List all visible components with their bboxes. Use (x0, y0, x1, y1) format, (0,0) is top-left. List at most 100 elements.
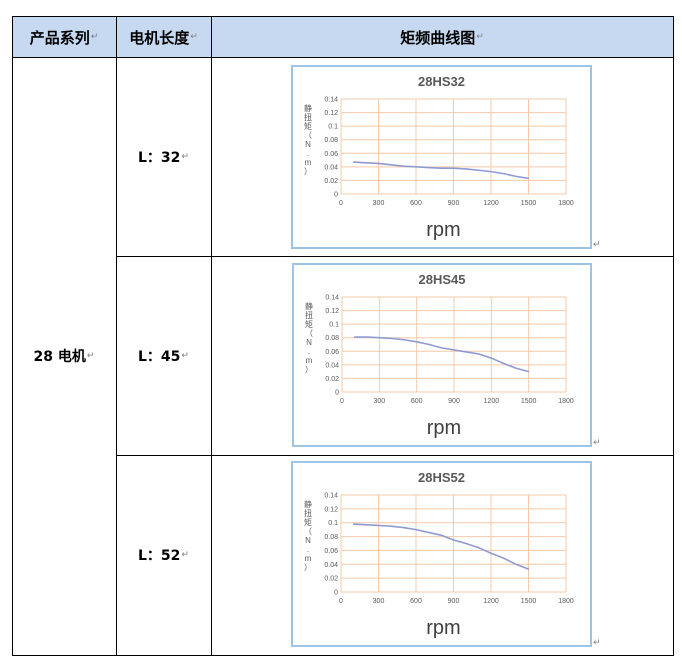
x-tick-label: 600 (410, 598, 422, 605)
header-torque-curve: 矩频曲线图 ↵ (211, 17, 673, 57)
data-point (440, 167, 442, 169)
chart-svg: 28HS32 0 0.02 0.04 0.06 0.08 0.1 0.12 0.14 0 300 60… (304, 74, 574, 241)
y-tick-label: 0.1 (328, 124, 338, 131)
data-point (528, 371, 530, 373)
data-point (502, 173, 505, 175)
data-point (390, 164, 392, 166)
x-tick-label: 900 (448, 398, 460, 405)
y-tick-label: 0.12 (324, 506, 338, 513)
x-tick-label: 1800 (558, 598, 574, 605)
data-point (502, 557, 505, 559)
y-tick-label: 0.08 (324, 137, 338, 144)
data-point (453, 349, 455, 351)
y-tick-label: 0.02 (324, 576, 338, 583)
series-line (354, 336, 529, 373)
table-border-bottom (12, 655, 674, 656)
x-tick-label: 1800 (558, 200, 574, 207)
table-row-divider (116, 455, 674, 456)
data-point (378, 337, 380, 339)
data-point (415, 166, 417, 168)
data-point (391, 337, 393, 339)
series-line (353, 161, 529, 180)
x-tick-label: 300 (373, 200, 385, 207)
data-point (352, 523, 355, 525)
data-point (452, 167, 455, 169)
data-point (402, 526, 405, 529)
data-point (365, 524, 367, 526)
x-tick-label: 1200 (483, 598, 499, 605)
x-tick-label: 0 (339, 598, 343, 605)
table-border-top (12, 16, 674, 17)
x-axis-label: rpm (427, 417, 461, 439)
y-tick-label: 0.06 (325, 349, 339, 356)
series-line (353, 523, 529, 570)
header-torque-curve-text: 矩频曲线图 (400, 28, 476, 47)
y-tick-label: 0.1 (328, 520, 338, 527)
data-point (490, 357, 492, 359)
x-tick-label: 600 (411, 398, 423, 405)
table-border-left (12, 16, 13, 656)
data-point (515, 175, 517, 177)
data-point (477, 169, 480, 171)
series-cell: 28 电机 ↵ (12, 57, 116, 655)
paragraph-mark: ↵ (593, 240, 601, 250)
data-point (465, 351, 468, 353)
y-tick-label: 0.12 (324, 110, 338, 117)
data-point (427, 166, 430, 169)
x-tick-label: 1500 (521, 200, 537, 207)
chart-28hs32: 28HS32 0 0.02 0.04 0.06 0.08 0.1 0.12 0.14 0 300 60… (291, 65, 592, 249)
data-point (452, 539, 455, 541)
data-point (402, 165, 405, 167)
y-tick-label: 0 (334, 192, 338, 199)
data-point (465, 168, 467, 170)
x-tick-label: 600 (410, 200, 422, 207)
chart-28hs52: 28HS52 0 0.02 0.04 0.06 0.08 0.1 0.12 0.14 0 300 60… (291, 461, 592, 647)
data-point (515, 367, 517, 369)
y-tick-label: 0.1 (329, 322, 339, 329)
y-tick-label: 0.02 (324, 178, 338, 185)
length-cell-45: L：45 ↵ (116, 256, 211, 455)
data-point (490, 171, 492, 173)
header-product-series-text: 产品系列 (29, 28, 90, 47)
table-border-header (12, 57, 674, 58)
x-tick-label: 900 (448, 598, 460, 605)
length-cell-52: L：52 ↵ (116, 455, 211, 655)
chart-svg: 28HS45 0 0.02 0.04 0.06 0.08 0.1 0.12 0.14 0 300 60… (305, 272, 574, 439)
y-tick-label: 0.14 (324, 97, 338, 104)
y-tick-label: 0.04 (324, 562, 338, 569)
chart-svg: 28HS52 0 0.02 0.04 0.06 0.08 0.1 0.12 0.14 0 300 60… (304, 470, 574, 639)
data-point (415, 529, 417, 531)
data-point (515, 563, 517, 565)
x-axis-label: rpm (426, 219, 460, 241)
data-point (440, 347, 443, 349)
data-point (416, 341, 418, 343)
data-point (365, 162, 367, 164)
paragraph-mark: ↵ (593, 438, 601, 448)
chart-28hs45: 28HS45 0 0.02 0.04 0.06 0.08 0.1 0.12 0.14 0 300 60… (292, 263, 592, 447)
y-tick-label: 0.14 (325, 295, 339, 302)
data-point (490, 552, 492, 554)
table-col-divider (211, 16, 212, 656)
data-point (377, 162, 380, 165)
x-tick-label: 1200 (484, 398, 500, 405)
y-tick-label: 0 (335, 390, 339, 397)
table-row-divider (116, 256, 674, 257)
data-point (503, 362, 505, 365)
length-label: L：52 (138, 548, 181, 564)
header-motor-length: 电机长度 ↵ (116, 17, 211, 57)
data-point (353, 336, 356, 338)
x-tick-label: 300 (373, 598, 385, 605)
data-point (403, 339, 405, 341)
length-label: L：45 (138, 348, 181, 365)
x-tick-label: 0 (339, 200, 343, 207)
data-point (352, 161, 355, 163)
table-col-divider (116, 16, 117, 656)
y-tick-label: 0.04 (324, 164, 338, 171)
y-tick-label: 0.08 (324, 534, 338, 541)
data-point (366, 336, 368, 338)
data-point (477, 547, 480, 549)
data-point (377, 524, 380, 527)
chart-title: 28HS45 (419, 272, 466, 287)
x-tick-label: 1200 (483, 200, 499, 207)
y-axis-label: 静扭矩（ N. m） (305, 301, 313, 374)
